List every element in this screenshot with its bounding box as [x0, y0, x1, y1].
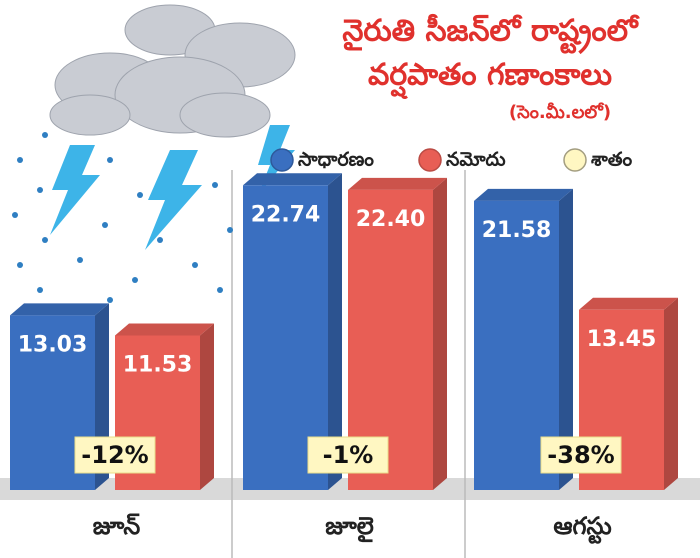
legend-label: నమోదు [446, 149, 506, 171]
chart-title: నైరుతి సీజన్‌లో రాష్ట్రంలో [342, 14, 640, 55]
x-tick-label: జూన్ [93, 512, 141, 540]
percent-label: -1% [323, 441, 374, 469]
bar-top [348, 177, 447, 190]
bar-top [474, 188, 573, 201]
bar-side [664, 297, 678, 490]
legend-label: సాధారణం [298, 149, 374, 171]
legend-swatch [563, 148, 587, 172]
x-tick-label: ఆగస్టు [553, 512, 611, 544]
bar-side [433, 177, 447, 490]
percent-box [540, 436, 622, 474]
data-label: 13.45 [587, 327, 657, 352]
data-label: 21.58 [482, 218, 552, 243]
bar-top [115, 323, 214, 336]
bar-top [10, 303, 109, 316]
bar-top [243, 173, 342, 186]
legend-swatch [418, 148, 442, 172]
bar-side [200, 323, 214, 490]
percent-label: -38% [547, 441, 614, 469]
chart-subtitle: (సెం.మీ.లలో) [509, 102, 611, 123]
percent-box [307, 436, 389, 474]
bar-side [328, 173, 342, 490]
rain [12, 132, 233, 303]
percent-label: -12% [81, 441, 148, 469]
data-label: 22.40 [356, 207, 426, 232]
data-label: 22.74 [251, 202, 321, 227]
x-tick-label: జూలై [325, 512, 374, 543]
legend-label: శాతం [591, 149, 633, 171]
data-label: 13.03 [18, 332, 88, 357]
data-label: 11.53 [123, 352, 193, 377]
bar-side [559, 188, 573, 490]
clouds [49, 4, 296, 138]
percent-box [74, 436, 156, 474]
bar [474, 188, 573, 490]
bar-top [579, 297, 678, 310]
legend-swatch [270, 148, 294, 172]
